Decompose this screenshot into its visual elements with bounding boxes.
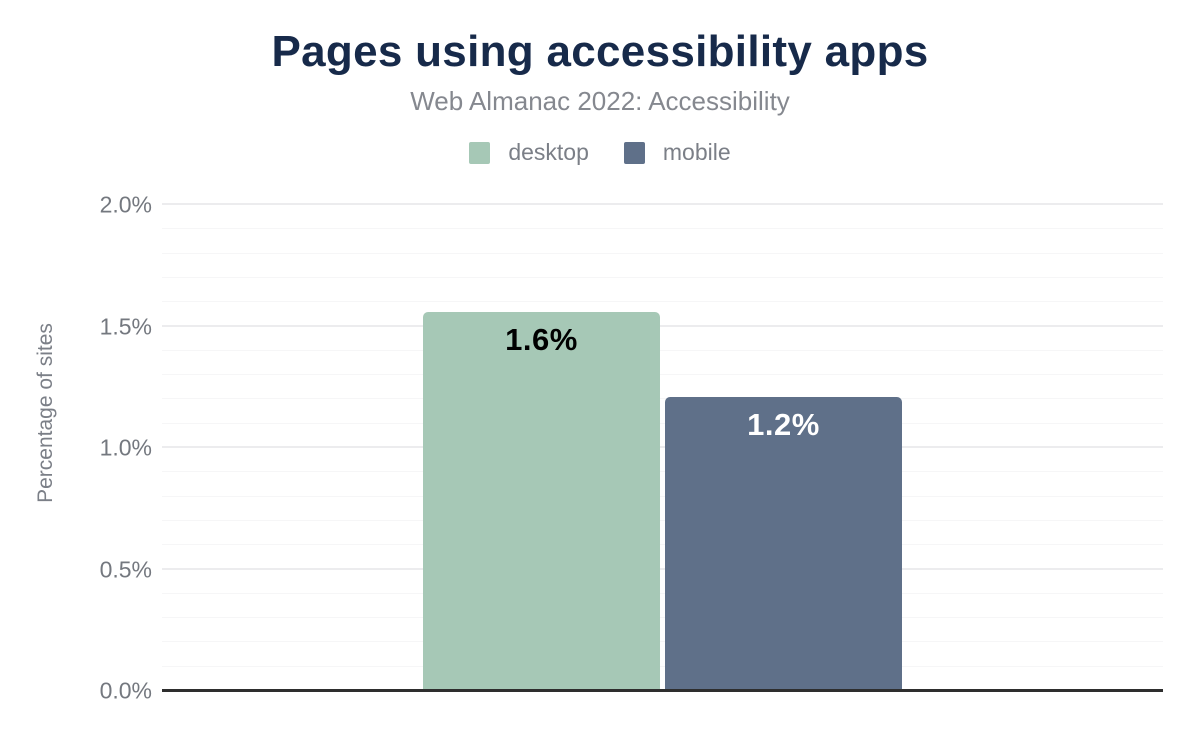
x-axis-line	[162, 689, 1163, 692]
y-axis-ticks: 0.0% 0.5% 1.0% 1.5% 2.0%	[0, 192, 152, 704]
gridline-minor	[162, 519, 1163, 521]
gridline-minor	[162, 665, 1163, 667]
gridline-minor	[162, 544, 1163, 546]
gridline-minor	[162, 349, 1163, 351]
gridline-major	[162, 203, 1163, 205]
gridline-minor	[162, 276, 1163, 278]
bar-mobile: 1.2%	[665, 396, 902, 691]
gridline-minor	[162, 228, 1163, 230]
bar-value-label: 1.2%	[747, 406, 820, 442]
y-tick-label: 0.0%	[99, 677, 152, 704]
legend-swatch-mobile-icon	[623, 141, 645, 164]
plot-area: 1.6% 1.2%	[162, 203, 1163, 691]
gridline-minor	[162, 301, 1163, 303]
legend-item-desktop: desktop	[469, 139, 589, 166]
gridline-minor	[162, 422, 1163, 424]
gridline-minor	[162, 592, 1163, 594]
gridline-minor	[162, 398, 1163, 400]
bar-value-label: 1.6%	[505, 321, 578, 357]
chart-subtitle: Web Almanac 2022: Accessibility	[410, 86, 790, 116]
gridline-minor	[162, 374, 1163, 376]
y-tick-label: 2.0%	[99, 191, 152, 218]
gridline-minor	[162, 252, 1163, 254]
gridline-minor	[162, 495, 1163, 497]
bar-desktop: 1.6%	[423, 311, 660, 691]
gridline-major	[162, 446, 1163, 448]
gridline-minor	[162, 471, 1163, 473]
y-tick-label: 1.5%	[99, 313, 152, 339]
legend-item-mobile: mobile	[623, 139, 731, 166]
y-tick-label: 1.0%	[99, 434, 152, 461]
legend: desktop mobile	[0, 139, 1200, 166]
gridline-minor	[162, 641, 1163, 643]
legend-label-desktop: desktop	[508, 139, 589, 165]
legend-swatch-desktop-icon	[469, 141, 491, 164]
chart-title: Pages using accessibility apps	[271, 27, 929, 76]
gridline-major	[162, 324, 1163, 327]
legend-label-mobile: mobile	[662, 139, 731, 165]
gridline-minor	[162, 617, 1163, 619]
y-tick-label: 0.5%	[99, 556, 152, 582]
gridline-major	[162, 567, 1163, 570]
